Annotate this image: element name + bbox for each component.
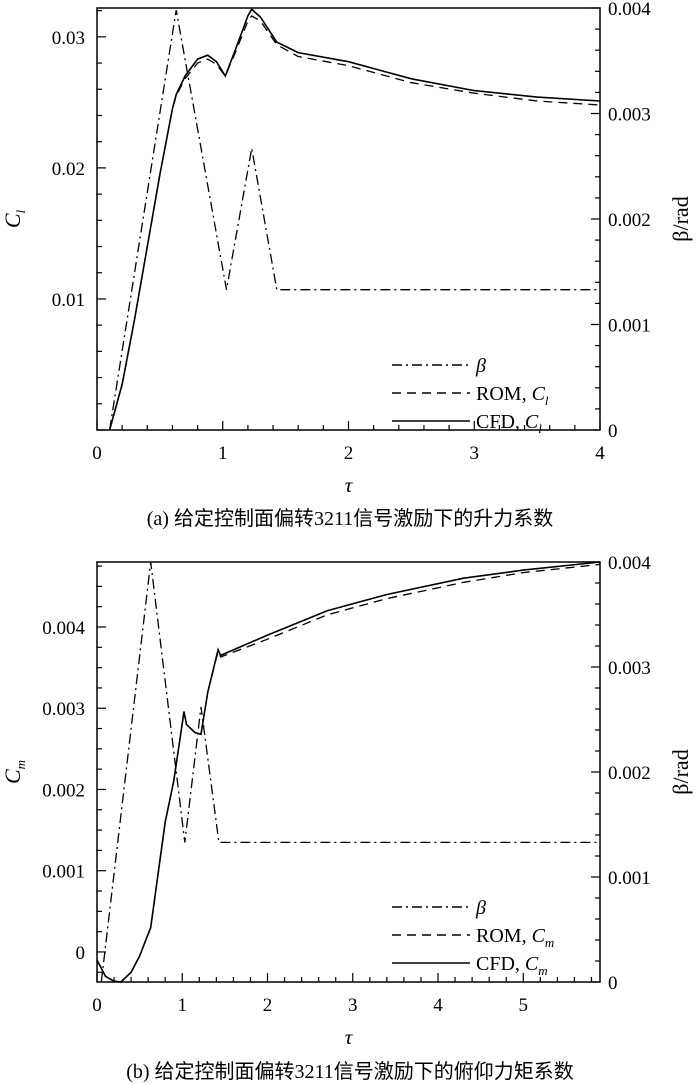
y2-tick-label-b: 0.003	[608, 658, 651, 679]
x-tick-label-a: 0	[92, 443, 102, 464]
y-tick-label-b: 0.002	[42, 780, 85, 801]
legend-label-b-0: β	[475, 897, 486, 919]
y-axis-label-subscript: m	[13, 760, 28, 769]
x-tick-label-a: 3	[470, 443, 480, 464]
x-tick-label-a: 4	[595, 443, 605, 464]
caption-a: (a) 给定控制面偏转3211信号激励下的升力系数	[146, 508, 554, 530]
legend-label-a-0: β	[475, 355, 486, 377]
y-tick-label-b: 0.004	[42, 618, 85, 639]
caption-b: (b) 给定控制面偏转3211信号激励下的俯仰力矩系数	[126, 1061, 574, 1083]
legend-symbol: C	[525, 411, 539, 433]
legend-subscript: m	[538, 963, 547, 978]
y2-tick-label-a: 0.002	[608, 210, 651, 231]
series-line-a-1	[108, 15, 601, 431]
legend-label-b-2: CFD, Cm	[476, 953, 548, 978]
legend-symbol: C	[532, 925, 546, 947]
series-line-b-2	[96, 561, 601, 983]
y-tick-label-b: 0.003	[42, 699, 85, 720]
legend-symbol: C	[532, 383, 546, 405]
y-axis-label-a: Cl	[0, 209, 28, 228]
x-tick-label-b: 3	[348, 995, 358, 1016]
y-axis-label-subscript: l	[13, 209, 28, 213]
x-tick-label-b: 4	[433, 995, 443, 1016]
legend-label-a-1: ROM, Cl	[476, 383, 549, 408]
y2-tick-label-b: 0.002	[608, 763, 651, 784]
y2-tick-label-a: 0.003	[608, 105, 651, 126]
y-tick-label-a: 0.02	[52, 159, 85, 180]
legend-subscript: l	[538, 421, 542, 436]
plot-frame-b	[96, 561, 601, 983]
y-axis-label-b: Cm	[0, 760, 28, 784]
series-line-b-1	[96, 563, 601, 983]
x-tick-label-a: 1	[218, 443, 228, 464]
plot-frame-a	[96, 7, 601, 431]
x-axis-label-a: τ	[345, 473, 354, 497]
y2-tick-label-b: 0.004	[608, 553, 651, 574]
y2-axis-label-a: β/rad	[668, 196, 693, 241]
x-tick-label-b: 1	[178, 995, 188, 1016]
series-line-a-0	[108, 9, 600, 431]
legend-subscript: m	[545, 935, 554, 950]
y2-tick-label-a: 0.004	[608, 0, 651, 20]
series-line-b-0	[100, 561, 600, 983]
y2-tick-label-b: 0.001	[608, 868, 651, 889]
x-tick-label-b: 5	[519, 995, 529, 1016]
x-tick-label-a: 2	[344, 443, 354, 464]
y-tick-label-b: 0.001	[42, 862, 85, 883]
y-tick-label-a: 0.01	[52, 290, 85, 311]
legend-label-b-1: ROM, Cm	[476, 925, 554, 950]
x-tick-label-b: 0	[92, 995, 102, 1016]
y2-tick-label-a: 0	[608, 421, 618, 442]
legend-symbol: C	[525, 953, 539, 975]
y2-tick-label-a: 0.001	[608, 316, 651, 337]
y-tick-label-b: 0	[76, 943, 86, 964]
legend-subscript: l	[545, 393, 549, 408]
legend-label-a-2: CFD, Cl	[476, 411, 542, 436]
series-line-a-2	[108, 8, 601, 431]
y2-axis-label-b: β/rad	[668, 749, 693, 794]
x-axis-label-b: τ	[345, 1025, 354, 1049]
y2-tick-label-b: 0	[608, 973, 618, 994]
y-tick-label-a: 0.03	[52, 28, 85, 49]
x-tick-label-b: 2	[263, 995, 273, 1016]
